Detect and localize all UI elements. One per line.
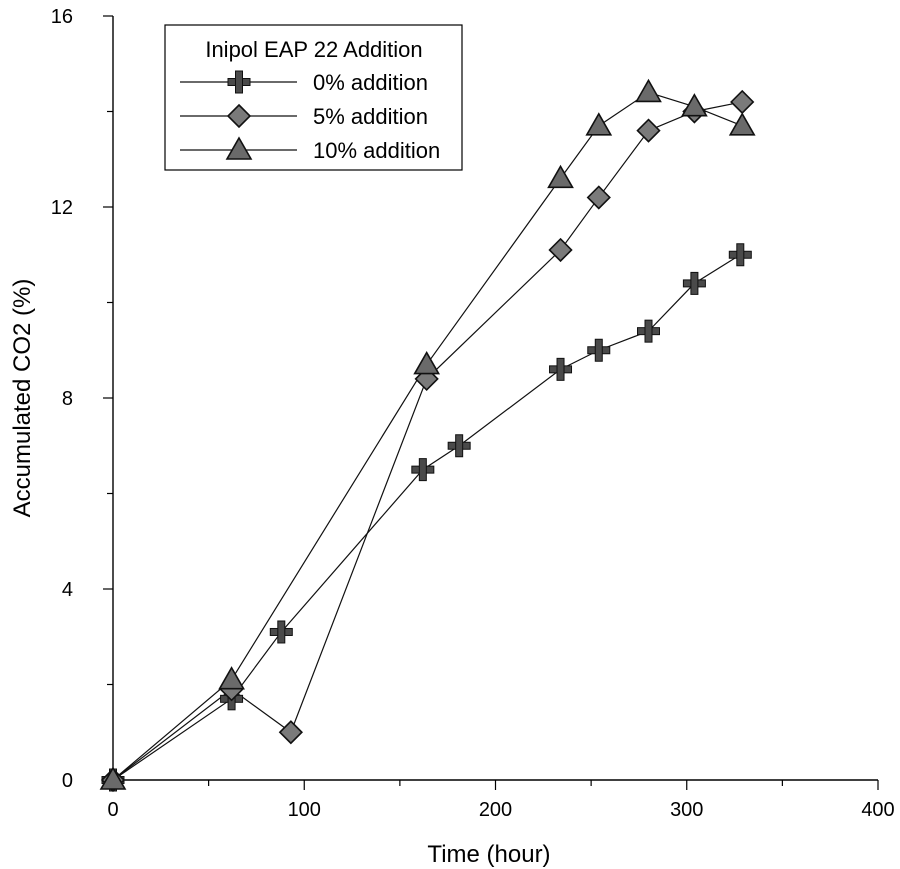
series-markers	[99, 78, 756, 793]
plus-marker-core	[278, 629, 284, 635]
data-point	[635, 78, 662, 103]
plus-marker-core	[596, 347, 602, 353]
x-axis-label: Time (hour)	[427, 841, 550, 868]
legend-marker	[225, 136, 253, 160]
data-point	[548, 237, 573, 263]
y-tick-label: 16	[51, 6, 73, 28]
legend-marker	[227, 70, 251, 94]
data-point	[586, 185, 611, 210]
plus-marker-core	[737, 252, 743, 258]
data-point	[728, 243, 752, 267]
legend-label: 0% addition	[313, 70, 428, 95]
legend-title: Inipol EAP 22 Addition	[205, 37, 422, 62]
legend-label: 5% addition	[313, 104, 428, 129]
plus-marker-core	[456, 443, 462, 449]
data-point	[682, 271, 706, 295]
y-tick-label: 4	[62, 579, 73, 601]
x-tick-label: 300	[670, 799, 703, 821]
x-tick-label: 200	[479, 799, 512, 821]
data-point	[636, 118, 661, 143]
data-point	[413, 350, 441, 375]
data-point	[549, 357, 573, 381]
series-line	[112, 91, 743, 781]
plus-marker-core	[558, 366, 564, 372]
plus-marker-core	[236, 79, 242, 85]
y-tick-label: 8	[62, 388, 73, 410]
data-point	[278, 720, 303, 745]
y-tick-label: 12	[51, 197, 73, 219]
x-tick-label: 100	[288, 799, 321, 821]
data-point	[218, 666, 245, 690]
plus-marker-core	[691, 280, 697, 286]
series-line	[112, 254, 741, 781]
data-point	[728, 112, 756, 136]
axes: 0 100 200 300 400 0 4 8 12 16	[51, 6, 895, 821]
data-point	[447, 434, 471, 458]
data-point	[730, 89, 755, 115]
legend: Inipol EAP 22 Addition 0% addition 5% add…	[164, 24, 463, 171]
legend-marker	[226, 103, 252, 129]
data-point	[411, 458, 435, 482]
series-line	[112, 101, 743, 781]
plus-marker-core	[646, 328, 651, 334]
legend-label: 10% addition	[313, 138, 440, 163]
x-tick-label: 0	[107, 799, 118, 821]
legend-box	[164, 24, 463, 171]
data-point	[587, 338, 611, 362]
x-tick-label: 400	[861, 799, 894, 821]
data-point	[269, 620, 293, 644]
legend-items: 0% addition 5% addition 10% addition	[180, 70, 440, 163]
y-axis-label: Accumulated CO2 (%)	[9, 279, 36, 518]
y-tick-label: 0	[62, 770, 73, 792]
data-point	[99, 766, 127, 790]
series-lines	[112, 91, 743, 781]
plus-marker-core	[420, 467, 426, 473]
data-point	[547, 164, 574, 189]
data-point	[637, 319, 660, 343]
data-point	[585, 112, 613, 136]
data-point	[681, 93, 708, 117]
